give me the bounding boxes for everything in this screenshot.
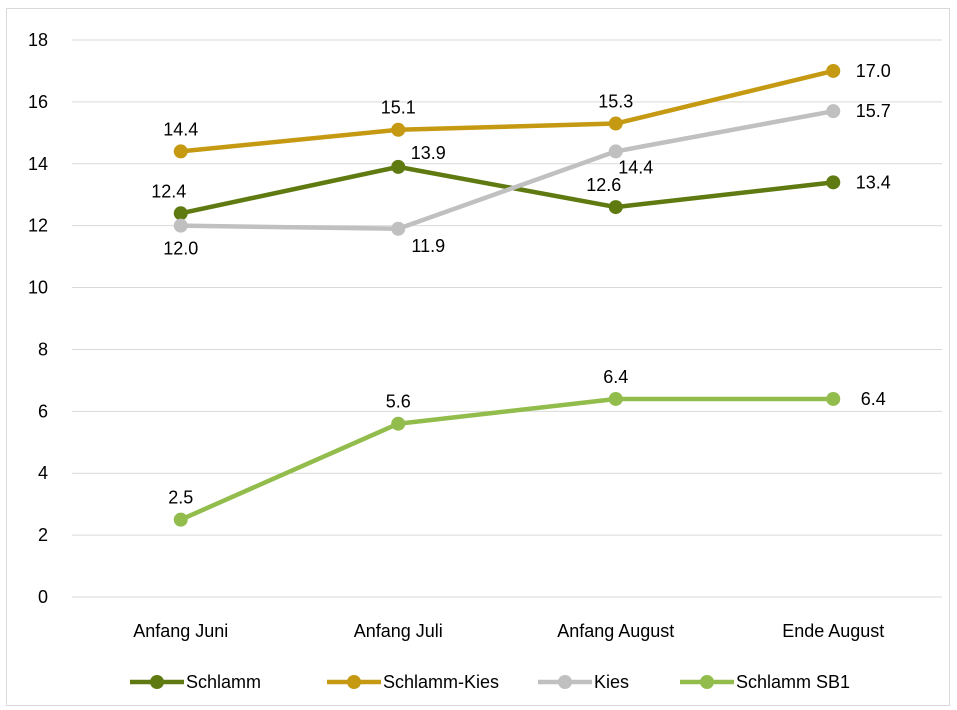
data-labels: 12.4 13.9 12.6 13.4 14.4 15.1 15.3 17.0 12.0 11.9…: [151, 61, 891, 508]
data-point: [173, 144, 188, 159]
data-label: 14.4: [618, 157, 653, 177]
data-label: 17.0: [856, 61, 891, 81]
y-tick-label: 4: [38, 463, 48, 483]
legend-label: Schlamm-Kies: [383, 672, 499, 692]
data-label: 6.4: [861, 389, 886, 409]
legend-swatch-marker: [150, 675, 164, 689]
data-point: [173, 218, 188, 233]
x-tick-label: Anfang Juni: [133, 621, 228, 641]
y-tick-label: 0: [38, 587, 48, 607]
legend-swatch-marker: [347, 675, 361, 689]
y-tick-label: 2: [38, 525, 48, 545]
legend-label: Kies: [594, 672, 629, 692]
y-tick-label: 12: [28, 216, 48, 236]
y-tick-label: 16: [28, 92, 48, 112]
data-label: 5.6: [386, 392, 411, 412]
y-tick-label: 10: [28, 278, 48, 298]
data-label: 15.7: [856, 101, 891, 121]
data-point: [826, 391, 841, 406]
data-label: 2.5: [168, 488, 193, 508]
data-point: [391, 416, 406, 431]
series-line: [178, 164, 836, 216]
data-point: [173, 206, 188, 221]
series-line: [178, 396, 836, 522]
data-label: 12.4: [151, 181, 186, 201]
data-point: [391, 122, 406, 137]
y-tick-label: 14: [28, 154, 48, 174]
data-point: [826, 175, 841, 190]
data-point: [608, 116, 623, 131]
data-point: [173, 512, 188, 527]
series-line: [178, 108, 836, 232]
legend-label: Schlamm: [186, 672, 261, 692]
x-tick-label: Anfang August: [557, 621, 674, 641]
data-point: [826, 104, 841, 119]
series-lines: [178, 68, 836, 522]
data-label: 15.1: [381, 98, 416, 118]
data-point: [608, 144, 623, 159]
x-tick-label: Anfang Juli: [354, 621, 443, 641]
data-label: 11.9: [411, 236, 445, 256]
data-point: [608, 200, 623, 215]
y-tick-label: 8: [38, 339, 48, 359]
data-point: [608, 391, 623, 406]
data-label: 15.3: [598, 92, 633, 112]
gridlines: [72, 39, 942, 598]
data-point: [391, 221, 406, 236]
y-tick-label: 18: [28, 30, 48, 50]
x-axis: Anfang Juni Anfang Juli Anfang August Ende …: [133, 621, 884, 641]
data-label: 13.4: [856, 172, 891, 192]
data-point: [826, 63, 841, 78]
y-axis: 0 2 4 6 8 10 12 14 16 18: [28, 30, 48, 607]
data-label: 13.9: [411, 143, 446, 163]
data-label: 14.4: [163, 119, 198, 139]
chart-frame: [6, 8, 950, 706]
legend-swatch-marker: [700, 675, 714, 689]
legend: Schlamm Schlamm-Kies Kies Schlamm SB1: [130, 672, 850, 692]
data-label: 12.0: [163, 239, 198, 259]
legend-label: Schlamm SB1: [736, 672, 850, 692]
data-label: 12.6: [586, 175, 621, 195]
legend-swatch-marker: [558, 675, 572, 689]
data-label: 6.4: [603, 367, 628, 387]
x-tick-label: Ende August: [782, 621, 884, 641]
y-tick-label: 6: [38, 401, 48, 421]
series-points: [173, 63, 841, 527]
series-line: [178, 68, 836, 154]
data-point: [391, 159, 406, 174]
